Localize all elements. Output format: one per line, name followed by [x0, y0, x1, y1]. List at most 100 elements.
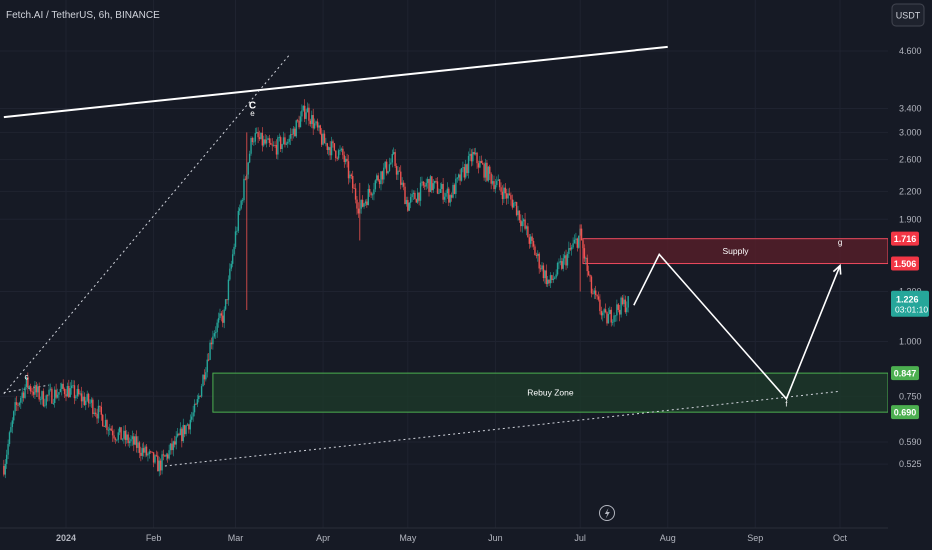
- candle: [463, 167, 466, 178]
- candle: [429, 176, 432, 193]
- trendline-dotted[interactable]: [3, 54, 290, 395]
- candle: [251, 137, 254, 143]
- candle: [580, 228, 583, 241]
- candle: [162, 454, 165, 456]
- candle: [494, 185, 497, 190]
- y-tick-label: 2.600: [899, 155, 922, 165]
- candles: [3, 99, 629, 479]
- candle: [404, 186, 406, 205]
- candle: [623, 299, 625, 305]
- candle: [250, 137, 252, 154]
- candle: [585, 257, 587, 259]
- candle: [189, 419, 191, 430]
- candle: [467, 155, 470, 174]
- candle: [145, 446, 148, 456]
- candle: [94, 412, 97, 414]
- candle: [470, 153, 473, 162]
- candle: [309, 120, 312, 124]
- candle: [11, 420, 14, 428]
- candle: [5, 454, 8, 464]
- candle: [426, 179, 429, 183]
- candle: [534, 246, 536, 256]
- candle: [384, 161, 386, 168]
- candle: [281, 144, 283, 150]
- candle: [424, 185, 426, 187]
- candle: [337, 150, 340, 159]
- candle: [86, 393, 88, 401]
- candle: [415, 199, 417, 203]
- candle: [450, 195, 453, 198]
- candle: [435, 180, 437, 182]
- candle: [573, 239, 576, 244]
- trendline-solid[interactable]: [3, 45, 668, 119]
- candle: [340, 148, 343, 151]
- candle: [367, 189, 369, 206]
- candle: [443, 196, 446, 200]
- candle: [459, 174, 461, 181]
- candle: [120, 427, 122, 440]
- time-axis[interactable]: 2024 Feb Mar Apr May Jun Jul Aug Sep Oct: [0, 527, 888, 550]
- candle: [465, 164, 467, 178]
- candle: [343, 155, 345, 163]
- candle: [291, 134, 293, 135]
- candle: [388, 164, 391, 172]
- candle: [350, 174, 353, 176]
- candle: [172, 441, 175, 451]
- candle: [520, 220, 522, 227]
- currency-button[interactable]: [891, 3, 925, 27]
- candle: [51, 388, 53, 404]
- candle: [20, 397, 22, 403]
- candle: [387, 171, 389, 174]
- lightning-icon[interactable]: [599, 505, 615, 521]
- candle: [503, 187, 505, 200]
- candle: [257, 132, 259, 138]
- candle: [592, 293, 594, 295]
- candle: [59, 388, 62, 393]
- candle: [497, 179, 499, 181]
- candle: [510, 195, 512, 200]
- candle: [422, 181, 425, 186]
- candle: [373, 189, 375, 195]
- candle: [181, 428, 183, 442]
- rebuy-zone[interactable]: [212, 372, 889, 413]
- candle: [548, 279, 550, 284]
- candle: [22, 392, 25, 398]
- candle: [339, 150, 341, 152]
- candle: [466, 164, 468, 174]
- candle: [237, 210, 240, 231]
- candle: [462, 167, 464, 169]
- wave-label-f: f: [785, 400, 788, 409]
- candle: [527, 226, 529, 238]
- candle: [305, 112, 307, 119]
- candle: [126, 434, 128, 440]
- candle: [597, 296, 600, 300]
- candle: [380, 171, 382, 185]
- candle: [223, 309, 225, 323]
- candle: [4, 463, 6, 475]
- projection: [633, 252, 842, 401]
- price-axis[interactable]: 4.6003.4003.0002.6002.2001.9001.3001.000…: [888, 0, 932, 550]
- candle: [175, 436, 177, 445]
- candle: [558, 262, 560, 264]
- candle: [219, 313, 221, 319]
- candle: [270, 142, 272, 145]
- trendlines: [3, 45, 841, 467]
- candle: [457, 174, 460, 178]
- candle: [167, 454, 169, 459]
- candle: [366, 201, 368, 206]
- candle: [546, 279, 549, 285]
- candle: [148, 451, 151, 455]
- candle: [34, 385, 36, 395]
- candle: [299, 116, 302, 128]
- candle: [469, 153, 471, 156]
- projection-path[interactable]: [633, 252, 841, 401]
- price-axis-background: [888, 0, 932, 550]
- candle: [93, 412, 95, 414]
- x-tick-label: May: [399, 533, 417, 543]
- candle: [176, 433, 179, 437]
- candle: [594, 290, 597, 296]
- trendline-dotted[interactable]: [164, 390, 841, 467]
- candle: [501, 191, 504, 200]
- candle: [182, 425, 184, 442]
